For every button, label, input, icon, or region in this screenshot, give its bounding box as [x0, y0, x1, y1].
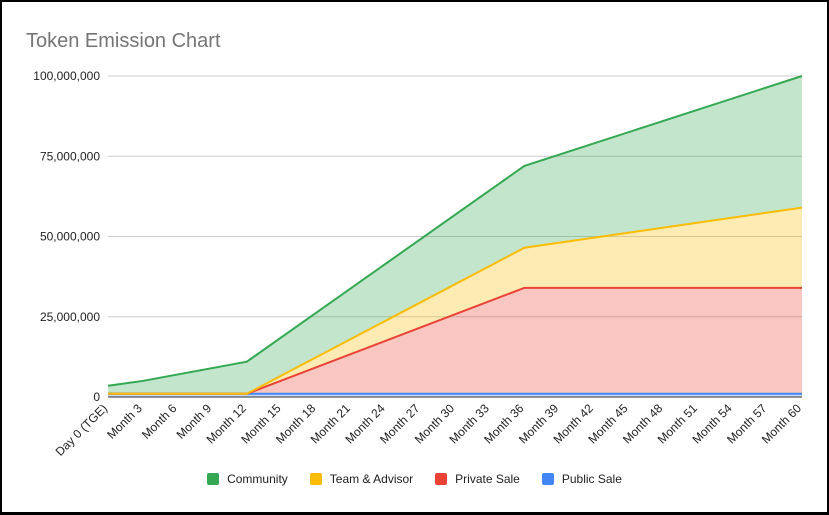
area-community: [108, 76, 802, 394]
legend-label: Private Sale: [455, 472, 520, 486]
area-team-advisor: [108, 207, 802, 394]
legend-label: Team & Advisor: [329, 472, 414, 486]
y-tick-label: 50,000,000: [40, 230, 100, 244]
x-tick-label: Month 3: [104, 401, 145, 442]
x-tick-label: Day 0 (TGE): [53, 401, 111, 459]
legend-swatch: [309, 473, 322, 485]
legend-item: Team & Advisor: [309, 472, 414, 486]
y-tick-label: 0: [93, 390, 100, 404]
y-tick-label: 75,000,000: [40, 149, 100, 163]
y-tick-label: 100,000,000: [33, 69, 100, 83]
legend-label: Community: [227, 472, 288, 486]
line-community: [107, 75, 803, 387]
legend-swatch: [541, 473, 554, 485]
legend-item: Public Sale: [541, 472, 622, 486]
legend-swatch: [207, 473, 220, 485]
x-tick-label: Month 6: [139, 401, 180, 442]
area-private-sale: [108, 287, 802, 394]
chart-title: Token Emission Chart: [26, 30, 221, 52]
legend-label: Public Sale: [561, 472, 622, 486]
legend-item: Community: [207, 472, 288, 486]
chart-legend: Community Team & Advisor Private Sale Publi…: [2, 472, 827, 486]
line-team-advisor: [108, 206, 803, 395]
chart-svg: 0 25,000,000 50,000,000 75,000,000 100,000,0…: [33, 69, 804, 459]
y-tick-label: 25,000,000: [40, 310, 100, 324]
legend-swatch: [435, 473, 448, 485]
legend-item: Private Sale: [435, 472, 520, 486]
